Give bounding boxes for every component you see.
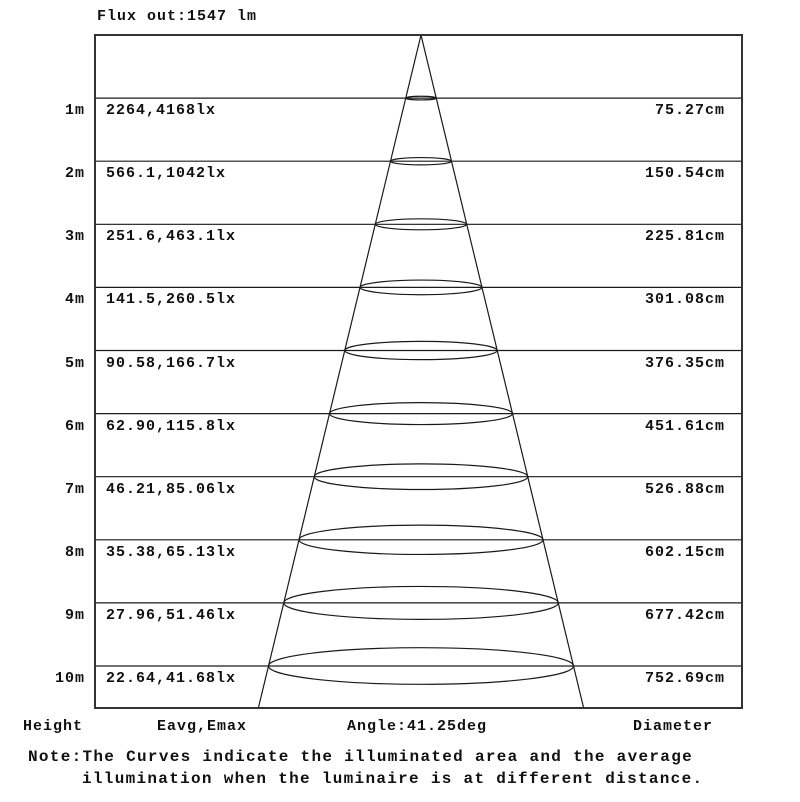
note-text-line1: Note:The Curves indicate the illuminated… — [28, 748, 693, 766]
row-eavg-emax-value: 46.21,85.06lx — [106, 480, 237, 498]
row-diameter-value: 376.35cm — [644, 354, 725, 372]
row-eavg-emax-value: 251.6,463.1lx — [106, 228, 237, 246]
row-diameter-value: 75.27cm — [654, 102, 725, 120]
cone-edge-right — [420, 34, 585, 709]
row-height-label: 1m — [64, 102, 85, 120]
row-height-label: 4m — [64, 291, 85, 309]
row-height-label: 3m — [64, 228, 85, 246]
row-eavg-emax-value: 62.90,115.8lx — [106, 417, 237, 435]
row-diameter-value: 225.81cm — [644, 228, 725, 246]
cone-edge-left — [257, 34, 422, 709]
footer-label-height: Height — [23, 718, 84, 735]
row-height-label: 5m — [64, 354, 85, 372]
row-diameter-value: 451.61cm — [644, 417, 725, 435]
row-diameter-value: 301.08cm — [644, 291, 725, 309]
row-diameter-value: 150.54cm — [644, 165, 725, 183]
row-eavg-emax-value: 2264,4168lx — [106, 102, 217, 120]
diagram-border — [94, 34, 743, 709]
footer-label-diameter: Diameter — [633, 718, 714, 735]
footer-label-eavg-emax: Eavg,Emax — [157, 718, 248, 735]
row-diameter-value: 602.15cm — [644, 543, 725, 561]
row-diameter-value: 526.88cm — [644, 480, 725, 498]
row-eavg-emax-value: 90.58,166.7lx — [106, 354, 237, 372]
row-height-label: 8m — [64, 543, 85, 561]
flux-out-label: Flux out:1547 lm — [97, 8, 258, 25]
row-eavg-emax-value: 35.38,65.13lx — [106, 543, 237, 561]
row-diameter-value: 752.69cm — [644, 670, 725, 687]
row-height-label: 6m — [64, 417, 85, 435]
row-eavg-emax-value: 141.5,260.5lx — [106, 291, 237, 309]
row-eavg-emax-value: 566.1,1042lx — [106, 165, 227, 183]
row-eavg-emax-value: 27.96,51.46lx — [106, 606, 237, 624]
row-height-label: 10m — [54, 670, 85, 687]
row-height-label: 9m — [64, 606, 85, 624]
row-diameter-value: 677.42cm — [644, 606, 725, 624]
row-height-label: 7m — [64, 480, 85, 498]
footer-label-beam-angle: Angle:41.25deg — [347, 718, 488, 735]
row-eavg-emax-value: 22.64,41.68lx — [106, 670, 237, 687]
row-height-label: 2m — [64, 165, 85, 183]
note-text-line2: illumination when the luminaire is at di… — [82, 770, 704, 788]
